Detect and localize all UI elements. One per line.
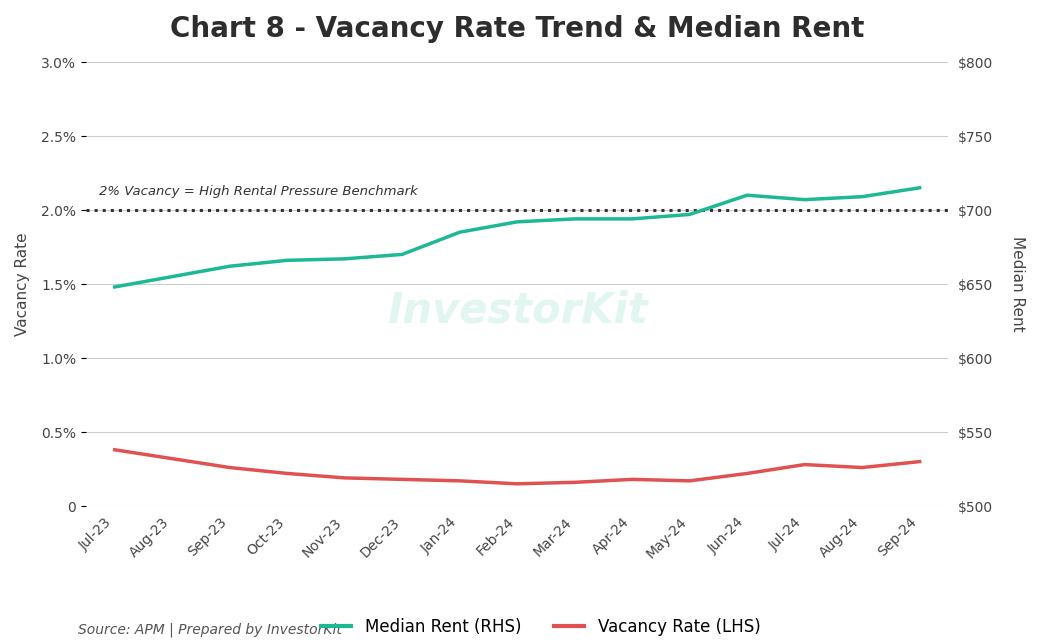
Vacancy Rate (LHS) bbox=[799, 461, 811, 468]
Vacancy Rate (LHS) bbox=[108, 446, 121, 454]
Vacancy Rate (LHS) bbox=[511, 480, 523, 488]
Vacancy Rate (LHS) bbox=[913, 458, 926, 465]
Vacancy Rate (LHS) bbox=[740, 470, 753, 477]
Vacancy Rate (LHS) bbox=[453, 477, 466, 484]
Median Rent (RHS) bbox=[626, 215, 639, 223]
Y-axis label: Median Rent: Median Rent bbox=[1010, 236, 1025, 332]
Median Rent (RHS) bbox=[856, 193, 868, 200]
Median Rent (RHS) bbox=[281, 257, 293, 264]
Median Rent (RHS) bbox=[338, 255, 350, 262]
Vacancy Rate (LHS) bbox=[626, 476, 639, 483]
Median Rent (RHS) bbox=[396, 251, 409, 259]
Vacancy Rate (LHS) bbox=[224, 464, 236, 472]
Line: Vacancy Rate (LHS): Vacancy Rate (LHS) bbox=[114, 450, 919, 484]
Median Rent (RHS) bbox=[683, 211, 696, 218]
Legend: Median Rent (RHS), Vacancy Rate (LHS): Median Rent (RHS), Vacancy Rate (LHS) bbox=[313, 610, 769, 640]
Vacancy Rate (LHS) bbox=[683, 477, 696, 484]
Vacancy Rate (LHS) bbox=[338, 474, 350, 482]
Text: 2% Vacancy = High Rental Pressure Benchmark: 2% Vacancy = High Rental Pressure Benchm… bbox=[99, 185, 418, 198]
Vacancy Rate (LHS) bbox=[569, 479, 581, 486]
Median Rent (RHS) bbox=[453, 228, 466, 236]
Median Rent (RHS) bbox=[224, 262, 236, 270]
Y-axis label: Vacancy Rate: Vacancy Rate bbox=[15, 232, 30, 336]
Median Rent (RHS) bbox=[799, 196, 811, 204]
Median Rent (RHS) bbox=[569, 215, 581, 223]
Text: Source: APM | Prepared by InvestorKit: Source: APM | Prepared by InvestorKit bbox=[78, 623, 342, 637]
Text: InvestorKit: InvestorKit bbox=[387, 290, 648, 332]
Vacancy Rate (LHS) bbox=[281, 470, 293, 477]
Vacancy Rate (LHS) bbox=[856, 464, 868, 472]
Median Rent (RHS) bbox=[740, 191, 753, 199]
Vacancy Rate (LHS) bbox=[396, 476, 409, 483]
Median Rent (RHS) bbox=[511, 218, 523, 226]
Vacancy Rate (LHS) bbox=[166, 455, 179, 463]
Median Rent (RHS) bbox=[108, 283, 121, 291]
Title: Chart 8 - Vacancy Rate Trend & Median Rent: Chart 8 - Vacancy Rate Trend & Median Re… bbox=[170, 15, 864, 43]
Line: Median Rent (RHS): Median Rent (RHS) bbox=[114, 188, 919, 287]
Median Rent (RHS) bbox=[913, 184, 926, 191]
Median Rent (RHS) bbox=[166, 273, 179, 280]
